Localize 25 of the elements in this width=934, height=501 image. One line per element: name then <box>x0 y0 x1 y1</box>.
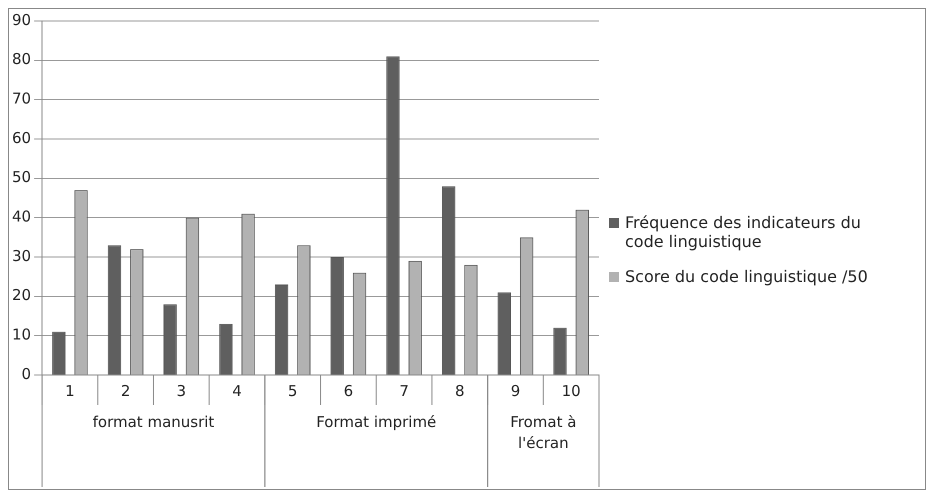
y-tick-label: 60 <box>12 128 32 147</box>
y-tick-label: 10 <box>12 326 32 344</box>
x-tick-label: 2 <box>120 382 130 400</box>
x-tick-label: 10 <box>562 382 581 400</box>
text: Format imprimé <box>316 413 436 431</box>
y-tick-label: 20 <box>12 286 32 304</box>
y-tick-label: 90 <box>12 10 32 29</box>
x-tick-label: 3 <box>176 382 186 400</box>
y-tick-label: 0 <box>22 364 32 383</box>
x-tick-label: 1 <box>65 382 75 400</box>
x-tick-label: 9 <box>510 382 520 400</box>
x-tick-label: 8 <box>455 382 465 400</box>
y-tick-label: 70 <box>12 90 32 108</box>
x-tick-label: 7 <box>399 382 409 400</box>
legend-label: Fréquence des indicateurs du code linguistique <box>625 212 862 250</box>
y-tick-label: 30 <box>12 246 32 265</box>
y-tick-label: 80 <box>12 50 32 68</box>
legend-label: Score du code linguistique /50 <box>625 266 868 286</box>
y-tick-label: 40 <box>12 208 32 226</box>
text: format manusrit <box>92 413 214 431</box>
x-tick-label: 6 <box>344 382 354 400</box>
text: Fromat à l'écran <box>510 413 576 452</box>
x-tick-label: 5 <box>288 382 298 400</box>
y-tick-label: 50 <box>12 168 32 186</box>
x-tick-label: 4 <box>232 382 242 400</box>
